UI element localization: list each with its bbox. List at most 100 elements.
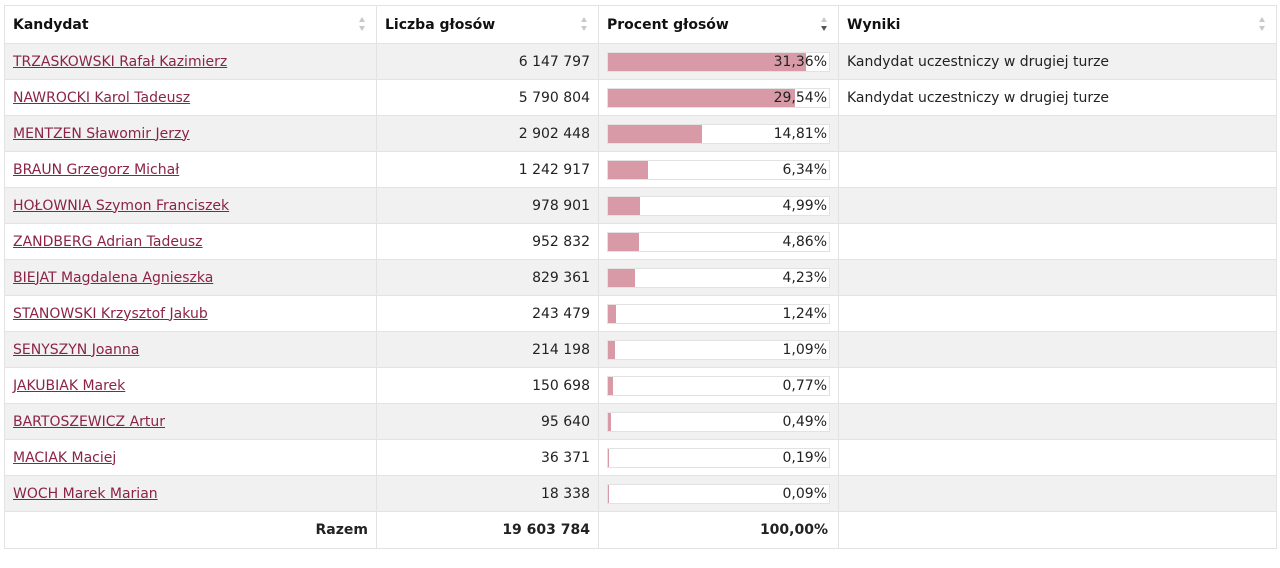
- percent-cell: 1,24%: [598, 295, 839, 332]
- candidate-link[interactable]: JAKUBIAK Marek: [13, 377, 126, 394]
- percent-cell: 4,99%: [598, 187, 839, 224]
- result-cell: [838, 115, 1277, 152]
- candidate-cell: TRZASKOWSKI Rafał Kazimierz: [4, 43, 377, 80]
- candidate-cell: STANOWSKI Krzysztof Jakub: [4, 295, 377, 332]
- total-label: Razem: [4, 511, 377, 549]
- header-percent-label: Procent głosów: [607, 16, 729, 33]
- percent-label: 0,09%: [782, 486, 827, 502]
- percent-bar-track: 0,19%: [607, 448, 830, 468]
- total-votes: 19 603 784: [376, 511, 599, 549]
- votes-cell: 150 698: [376, 367, 599, 404]
- percent-label: 4,23%: [782, 270, 827, 286]
- percent-bar-track: 29,54%: [607, 88, 830, 108]
- result-cell: [838, 151, 1277, 188]
- candidate-cell: SENYSZYN Joanna: [4, 331, 377, 368]
- candidate-link[interactable]: BARTOSZEWICZ Artur: [13, 413, 166, 430]
- table-row: STANOWSKI Krzysztof Jakub 243 479 1,24%: [4, 295, 1277, 332]
- candidate-cell: BRAUN Grzegorz Michał: [4, 151, 377, 188]
- percent-bar-fill: [608, 125, 702, 143]
- table-header-row: Kandydat Liczba głosów Procent głosów Wy…: [4, 5, 1277, 44]
- votes-cell: 18 338: [376, 475, 599, 512]
- candidate-link[interactable]: BRAUN Grzegorz Michał: [13, 161, 180, 178]
- result-cell: [838, 295, 1277, 332]
- total-row: Razem 19 603 784 100,00%: [4, 511, 1277, 549]
- percent-label: 0,49%: [782, 414, 827, 430]
- percent-label: 29,54%: [773, 90, 827, 106]
- votes-cell: 1 242 917: [376, 151, 599, 188]
- sort-icon[interactable]: [359, 17, 366, 31]
- percent-bar-track: 1,09%: [607, 340, 830, 360]
- percent-bar-track: 4,99%: [607, 196, 830, 216]
- percent-bar-fill: [608, 197, 640, 215]
- candidate-cell: WOCH Marek Marian: [4, 475, 377, 512]
- candidate-link[interactable]: NAWROCKI Karol Tadeusz: [13, 89, 191, 106]
- results-table-container: Kandydat Liczba głosów Procent głosów Wy…: [4, 5, 1277, 549]
- percent-bar-fill: [608, 161, 649, 179]
- candidate-link[interactable]: BIEJAT Magdalena Agnieszka: [13, 269, 214, 286]
- votes-cell: 2 902 448: [376, 115, 599, 152]
- candidate-link[interactable]: MENTZEN Sławomir Jerzy: [13, 125, 190, 142]
- candidate-link[interactable]: STANOWSKI Krzysztof Jakub: [13, 305, 208, 322]
- votes-cell: 243 479: [376, 295, 599, 332]
- candidate-cell: MENTZEN Sławomir Jerzy: [4, 115, 377, 152]
- percent-bar-track: 31,36%: [607, 52, 830, 72]
- candidate-cell: HOŁOWNIA Szymon Franciszek: [4, 187, 377, 224]
- header-votes[interactable]: Liczba głosów: [376, 5, 599, 44]
- table-row: SENYSZYN Joanna 214 198 1,09%: [4, 331, 1277, 368]
- percent-label: 0,19%: [782, 450, 827, 466]
- percent-label: 1,24%: [782, 306, 827, 322]
- total-results-cell: [838, 511, 1277, 549]
- header-votes-label: Liczba głosów: [385, 16, 496, 33]
- candidate-link[interactable]: TRZASKOWSKI Rafał Kazimierz: [13, 53, 228, 70]
- result-cell: [838, 187, 1277, 224]
- candidate-link[interactable]: SENYSZYN Joanna: [13, 341, 140, 358]
- candidate-link[interactable]: ZANDBERG Adrian Tadeusz: [13, 233, 203, 250]
- result-cell: [838, 403, 1277, 440]
- result-cell: [838, 367, 1277, 404]
- percent-cell: 0,09%: [598, 475, 839, 512]
- percent-cell: 4,86%: [598, 223, 839, 260]
- candidate-link[interactable]: HOŁOWNIA Szymon Franciszek: [13, 197, 230, 214]
- candidate-cell: ZANDBERG Adrian Tadeusz: [4, 223, 377, 260]
- sort-descending-icon[interactable]: [821, 17, 828, 31]
- candidate-cell: MACIAK Maciej: [4, 439, 377, 476]
- table-row: MENTZEN Sławomir Jerzy 2 902 448 14,81%: [4, 115, 1277, 152]
- percent-label: 31,36%: [773, 54, 827, 70]
- percent-bar-fill: [608, 341, 615, 359]
- candidate-cell: JAKUBIAK Marek: [4, 367, 377, 404]
- table-row: TRZASKOWSKI Rafał Kazimierz 6 147 797 31,3…: [4, 43, 1277, 80]
- header-percent[interactable]: Procent głosów: [598, 5, 839, 44]
- percent-bar-track: 0,77%: [607, 376, 830, 396]
- candidate-link[interactable]: MACIAK Maciej: [13, 449, 117, 466]
- candidate-cell: BIEJAT Magdalena Agnieszka: [4, 259, 377, 296]
- sort-icon[interactable]: [1259, 17, 1266, 31]
- percent-cell: 0,49%: [598, 403, 839, 440]
- percent-bar-track: 6,34%: [607, 160, 830, 180]
- percent-bar-track: 1,24%: [607, 304, 830, 324]
- candidate-link[interactable]: WOCH Marek Marian: [13, 485, 158, 502]
- percent-label: 4,86%: [782, 234, 827, 250]
- header-results-label: Wyniki: [847, 16, 901, 33]
- votes-cell: 978 901: [376, 187, 599, 224]
- result-cell: [838, 259, 1277, 296]
- result-cell: [838, 439, 1277, 476]
- result-cell: [838, 223, 1277, 260]
- votes-cell: 5 790 804: [376, 79, 599, 116]
- votes-cell: 6 147 797: [376, 43, 599, 80]
- table-row: NAWROCKI Karol Tadeusz 5 790 804 29,54% Kan…: [4, 79, 1277, 116]
- percent-bar-fill: [608, 377, 613, 395]
- candidate-cell: NAWROCKI Karol Tadeusz: [4, 79, 377, 116]
- header-results[interactable]: Wyniki: [838, 5, 1277, 44]
- sort-icon[interactable]: [581, 17, 588, 31]
- percent-bar-fill: [608, 89, 795, 107]
- percent-cell: 31,36%: [598, 43, 839, 80]
- percent-cell: 14,81%: [598, 115, 839, 152]
- header-candidate[interactable]: Kandydat: [4, 5, 377, 44]
- percent-label: 1,09%: [782, 342, 827, 358]
- percent-bar-track: 4,86%: [607, 232, 830, 252]
- percent-bar-track: 0,09%: [607, 484, 830, 504]
- percent-bar-fill: [608, 485, 609, 503]
- percent-bar-fill: [608, 305, 616, 323]
- result-cell: [838, 475, 1277, 512]
- total-percent: 100,00%: [598, 511, 839, 549]
